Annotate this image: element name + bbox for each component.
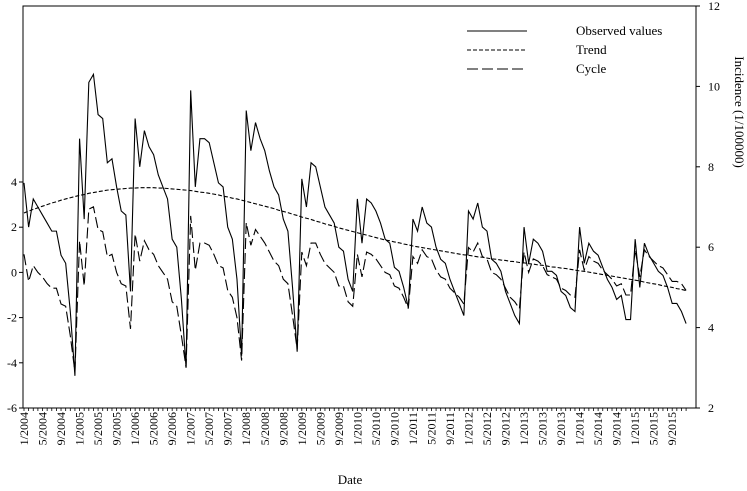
x-tick-label: 5/2005 (91, 412, 105, 445)
x-tick-label: 1/2007 (184, 412, 198, 445)
left-tick-label: 2 (11, 220, 17, 234)
series-line-trend (23, 187, 687, 292)
x-axis-title: Date (338, 472, 363, 486)
series-layer (23, 72, 687, 376)
right-tick-label: 8 (708, 160, 714, 174)
left-tick-label: -6 (7, 401, 17, 415)
right-axis: 2 4 6 8 10 12 (696, 0, 720, 415)
x-tick-label: 5/2015 (647, 412, 661, 445)
x-tick-label: 9/2010 (387, 412, 401, 445)
x-tick-label: 9/2005 (110, 412, 124, 445)
x-tick-label: 1/2005 (73, 412, 87, 445)
x-tick-label: 1/2015 (628, 412, 642, 445)
x-tick-label: 9/2013 (554, 412, 568, 445)
legend-label: Observed values (576, 23, 662, 38)
x-tick-label: 5/2013 (536, 412, 550, 445)
x-tick-label: 1/2008 (239, 412, 253, 445)
x-tick-label: 9/2015 (665, 412, 679, 445)
right-tick-label: 10 (708, 79, 720, 93)
x-tick-label: 5/2008 (258, 412, 272, 445)
left-axis: 4 2 0 -2 -4 -6 (7, 175, 23, 415)
left-tick-label: -4 (7, 356, 17, 370)
legend: Observed values Trend Cycle (467, 23, 662, 76)
x-tick-label: 1/2013 (517, 412, 531, 445)
x-tick-label: 1/2010 (350, 412, 364, 445)
plot-frame (22, 5, 697, 409)
series-line-cycle (23, 206, 687, 372)
x-tick-label: 9/2009 (332, 412, 346, 445)
x-tick-label: 5/2007 (202, 412, 216, 445)
x-tick-label: 1/2012 (461, 412, 475, 445)
x-tick-label: 5/2009 (313, 412, 327, 445)
x-tick-label: 9/2011 (443, 412, 457, 445)
x-tick-label: 9/2007 (221, 412, 235, 445)
x-tick-label: 5/2006 (147, 412, 161, 445)
x-tick-label: 9/2008 (276, 412, 290, 445)
x-tick-label: 1/2009 (295, 412, 309, 445)
x-tick-label: 5/2004 (36, 412, 50, 445)
x-tick-label: 5/2011 (424, 412, 438, 445)
left-tick-label: 0 (11, 265, 17, 279)
x-tick-label: 9/2004 (54, 412, 68, 445)
series-line-observed-values (23, 72, 687, 376)
x-tick-label: 1/2006 (128, 412, 142, 445)
right-tick-label: 2 (708, 401, 714, 415)
right-tick-label: 6 (708, 240, 714, 254)
x-tick-label: 1/2014 (573, 412, 587, 445)
x-tick-label: 5/2010 (369, 412, 383, 445)
x-axis: 1/2004 5/2004 9/2004 1/2005 5/2005 9/2005 1/20… (17, 408, 687, 445)
right-axis-title: Incidence (1/100000) (732, 56, 747, 168)
legend-label: Cycle (576, 61, 607, 76)
left-tick-label: 4 (11, 175, 17, 189)
right-tick-label: 12 (708, 0, 720, 13)
x-tick-label: 1/2011 (406, 412, 420, 445)
right-tick-label: 4 (708, 321, 714, 335)
x-tick-label: 5/2012 (480, 412, 494, 445)
x-tick-label: 9/2014 (610, 412, 624, 445)
x-tick-label: 1/2004 (17, 412, 31, 445)
x-tick-label: 9/2006 (165, 412, 179, 445)
left-tick-label: -2 (7, 311, 17, 325)
legend-label: Trend (576, 42, 607, 57)
x-tick-label: 9/2012 (499, 412, 513, 445)
x-tick-label: 5/2014 (591, 412, 605, 445)
